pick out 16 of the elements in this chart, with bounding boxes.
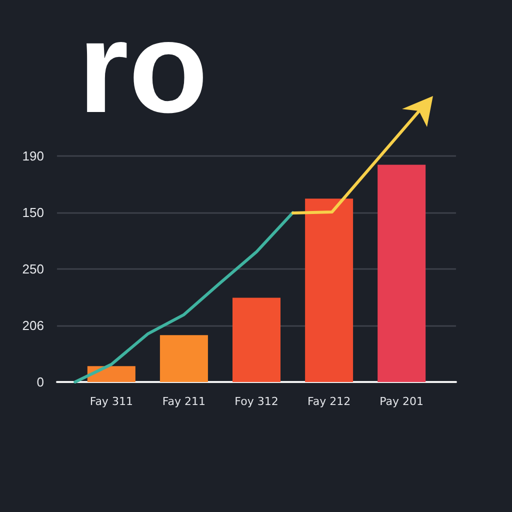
- x-tick-label: Fay 211: [162, 395, 206, 408]
- bar: [87, 366, 136, 382]
- bar: [378, 164, 426, 382]
- x-tick-label: Fay 311: [90, 395, 133, 408]
- bar: [305, 198, 354, 382]
- text: 150: [22, 205, 44, 220]
- x-tick-label: Pay 201: [380, 395, 424, 408]
- text: 190: [22, 148, 44, 164]
- bar: [232, 298, 280, 382]
- text: 0: [36, 374, 44, 390]
- x-tick-label: Fay 212: [308, 395, 351, 408]
- text: 206: [22, 318, 44, 334]
- bar: [160, 335, 208, 382]
- text: ro: [78, 0, 208, 140]
- text: 250: [22, 262, 44, 277]
- x-tick-label: Foy 312: [234, 395, 278, 408]
